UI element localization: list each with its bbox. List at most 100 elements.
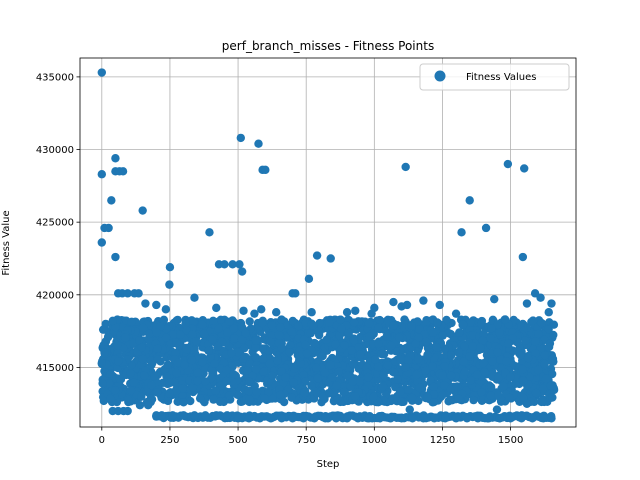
data-point — [187, 355, 197, 365]
data-point — [215, 397, 225, 407]
data-point — [473, 414, 483, 423]
data-point — [342, 414, 352, 423]
data-point — [365, 332, 374, 341]
data-point — [312, 251, 322, 260]
data-point — [100, 348, 109, 358]
data-point — [429, 397, 439, 407]
data-point — [440, 414, 450, 423]
data-point — [104, 223, 113, 233]
data-point — [222, 376, 231, 386]
data-point — [429, 390, 439, 399]
data-point — [429, 382, 439, 392]
data-point — [254, 139, 263, 148]
data-point — [364, 414, 374, 423]
data-point — [412, 370, 421, 380]
data-point — [147, 360, 156, 370]
data-point — [213, 342, 222, 351]
data-point — [103, 332, 113, 342]
data-point — [486, 334, 495, 343]
data-point — [180, 360, 189, 370]
data-point — [277, 414, 286, 423]
data-point — [438, 331, 447, 340]
data-point — [258, 354, 268, 364]
data-point — [407, 393, 417, 403]
data-point — [287, 327, 296, 337]
data-point — [212, 303, 221, 313]
data-point — [251, 364, 261, 374]
x-tick-label: 750 — [297, 435, 316, 446]
data-point — [222, 411, 232, 420]
data-point — [476, 343, 485, 352]
data-point — [252, 387, 262, 397]
data-point — [123, 406, 132, 416]
data-point — [407, 321, 416, 330]
data-point — [413, 317, 422, 326]
data-point — [212, 411, 221, 420]
data-point — [405, 405, 414, 414]
data-point — [137, 392, 146, 401]
data-point — [204, 346, 213, 355]
data-point — [137, 343, 146, 352]
data-point — [145, 329, 154, 339]
data-point — [162, 324, 171, 334]
data-point — [149, 372, 159, 381]
data-point — [97, 170, 107, 179]
data-point — [481, 223, 491, 233]
data-point — [159, 315, 169, 324]
data-point — [301, 377, 310, 386]
data-point — [108, 316, 117, 326]
data-point — [266, 414, 275, 423]
data-point — [539, 414, 548, 423]
data-point — [404, 385, 413, 394]
chart-title: perf_branch_misses - Fitness Points — [222, 39, 434, 53]
data-point — [172, 338, 181, 348]
data-point — [375, 315, 384, 325]
data-point — [310, 338, 319, 348]
data-point — [244, 386, 253, 396]
data-point — [493, 373, 503, 383]
data-point — [209, 395, 218, 404]
data-point — [419, 414, 428, 423]
data-point — [503, 159, 513, 169]
data-point — [198, 320, 207, 329]
data-point — [484, 414, 493, 423]
data-point — [419, 296, 428, 305]
data-point — [394, 333, 404, 342]
data-point — [97, 238, 107, 247]
data-point — [267, 394, 277, 403]
x-tick-label: 0 — [99, 435, 105, 446]
data-point — [315, 318, 324, 328]
data-point — [251, 336, 261, 345]
data-point — [500, 315, 510, 324]
data-point — [163, 360, 173, 369]
data-point — [241, 328, 250, 338]
data-point — [259, 367, 268, 376]
data-point — [547, 414, 556, 423]
data-point — [165, 262, 175, 272]
y-tick-label: 425000 — [36, 218, 74, 229]
data-point — [349, 336, 358, 345]
data-point — [451, 309, 461, 318]
data-point — [472, 370, 482, 379]
data-point — [371, 355, 380, 364]
data-point — [340, 387, 349, 397]
data-point — [487, 324, 496, 333]
data-point — [506, 373, 515, 382]
data-point — [351, 306, 360, 315]
data-point — [227, 348, 236, 358]
data-point — [239, 306, 248, 315]
data-point — [343, 371, 352, 381]
data-point — [301, 340, 310, 350]
data-point — [285, 347, 294, 357]
data-point — [495, 328, 504, 337]
data-point — [308, 321, 318, 330]
data-point — [374, 339, 383, 349]
data-point — [549, 330, 558, 340]
data-point — [547, 299, 556, 308]
data-point — [415, 324, 424, 334]
data-point — [544, 325, 553, 334]
data-point — [340, 341, 349, 350]
data-point — [544, 308, 553, 317]
data-point — [477, 319, 486, 328]
data-point — [233, 414, 243, 423]
